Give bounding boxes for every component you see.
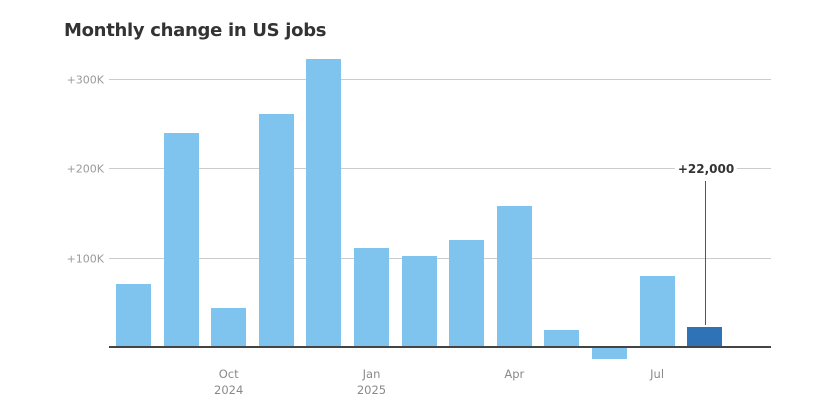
x-tick-month: Apr	[504, 367, 525, 381]
bar-aug-2025	[687, 327, 723, 347]
bar-aug-2024	[116, 283, 151, 347]
gridline	[109, 79, 771, 80]
gridline	[109, 168, 771, 169]
bar-jun-2025	[592, 347, 627, 359]
bar-mar-2025	[449, 239, 485, 347]
bar-oct-2024	[211, 307, 247, 347]
x-tick-month: Jan	[362, 367, 381, 381]
x-tick-month: Oct	[218, 367, 239, 381]
y-axis-tick-label: +200K	[66, 162, 104, 176]
bar-feb-2025	[401, 255, 437, 347]
bar-dec-2024	[306, 58, 342, 347]
x-axis-tick-label: Jan 2025	[342, 366, 402, 398]
x-axis-tick-label: Oct 2024	[199, 366, 259, 398]
y-axis-tick-label: +300K	[66, 73, 104, 87]
bar-may-2025	[544, 330, 580, 347]
x-axis-tick-label: Apr	[484, 366, 544, 382]
x-axis-tick-label: Jul	[627, 366, 687, 382]
x-tick-year: 2025	[356, 383, 387, 397]
annotation-label: +22,000	[674, 162, 738, 176]
bar-jan-2025	[354, 247, 389, 347]
bar-sep-2024	[163, 132, 199, 347]
bar-nov-2024	[258, 113, 294, 347]
chart-title: Monthly change in US jobs	[64, 20, 327, 41]
x-axis-line	[109, 346, 771, 348]
x-tick-month: Jul	[650, 367, 665, 381]
gridline	[109, 258, 771, 259]
bar-jul-2025	[639, 276, 675, 347]
x-tick-year: 2024	[214, 383, 244, 397]
annotation-leader-line	[705, 181, 706, 326]
y-axis-tick-label: +100K	[66, 252, 104, 266]
bar-apr-2025	[496, 205, 532, 347]
